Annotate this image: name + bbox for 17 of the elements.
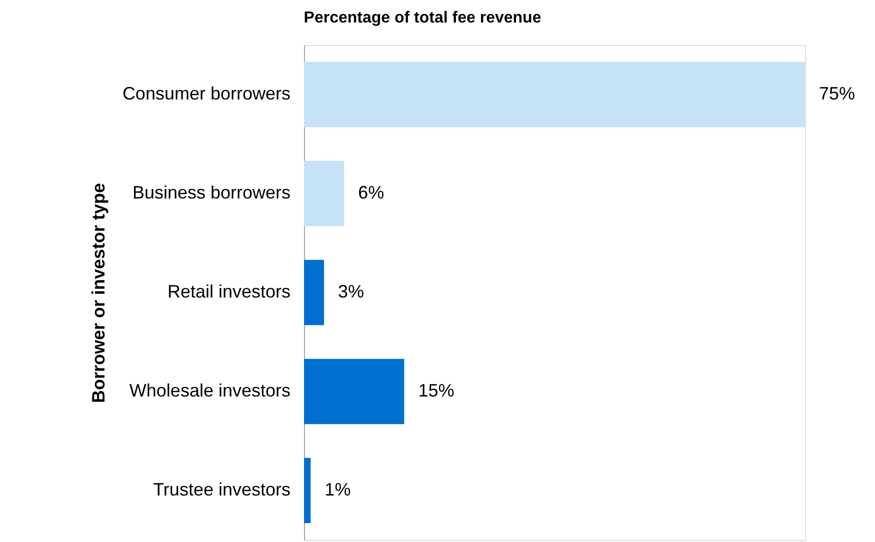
bar	[304, 160, 344, 226]
data-label: 15%	[418, 380, 454, 400]
data-label: 6%	[358, 182, 384, 202]
y-tick-label: Wholesale investors	[129, 380, 290, 400]
y-tick-label: Retail investors	[167, 282, 290, 302]
y-axis-title: Borrower or investor type	[88, 182, 108, 404]
data-label: 1%	[324, 480, 351, 500]
data-label: 75%	[819, 84, 856, 104]
bar	[304, 62, 805, 128]
x-axis-title: Percentage of total fee revenue	[304, 10, 542, 26]
y-tick-label: Trustee investors	[153, 480, 290, 500]
y-tick-label: Business borrowers	[132, 182, 290, 202]
bar	[304, 260, 324, 326]
y-tick-label: Consumer borrowers	[122, 84, 290, 104]
data-label: 3%	[338, 282, 364, 302]
bar	[304, 458, 311, 524]
bar	[304, 358, 404, 424]
